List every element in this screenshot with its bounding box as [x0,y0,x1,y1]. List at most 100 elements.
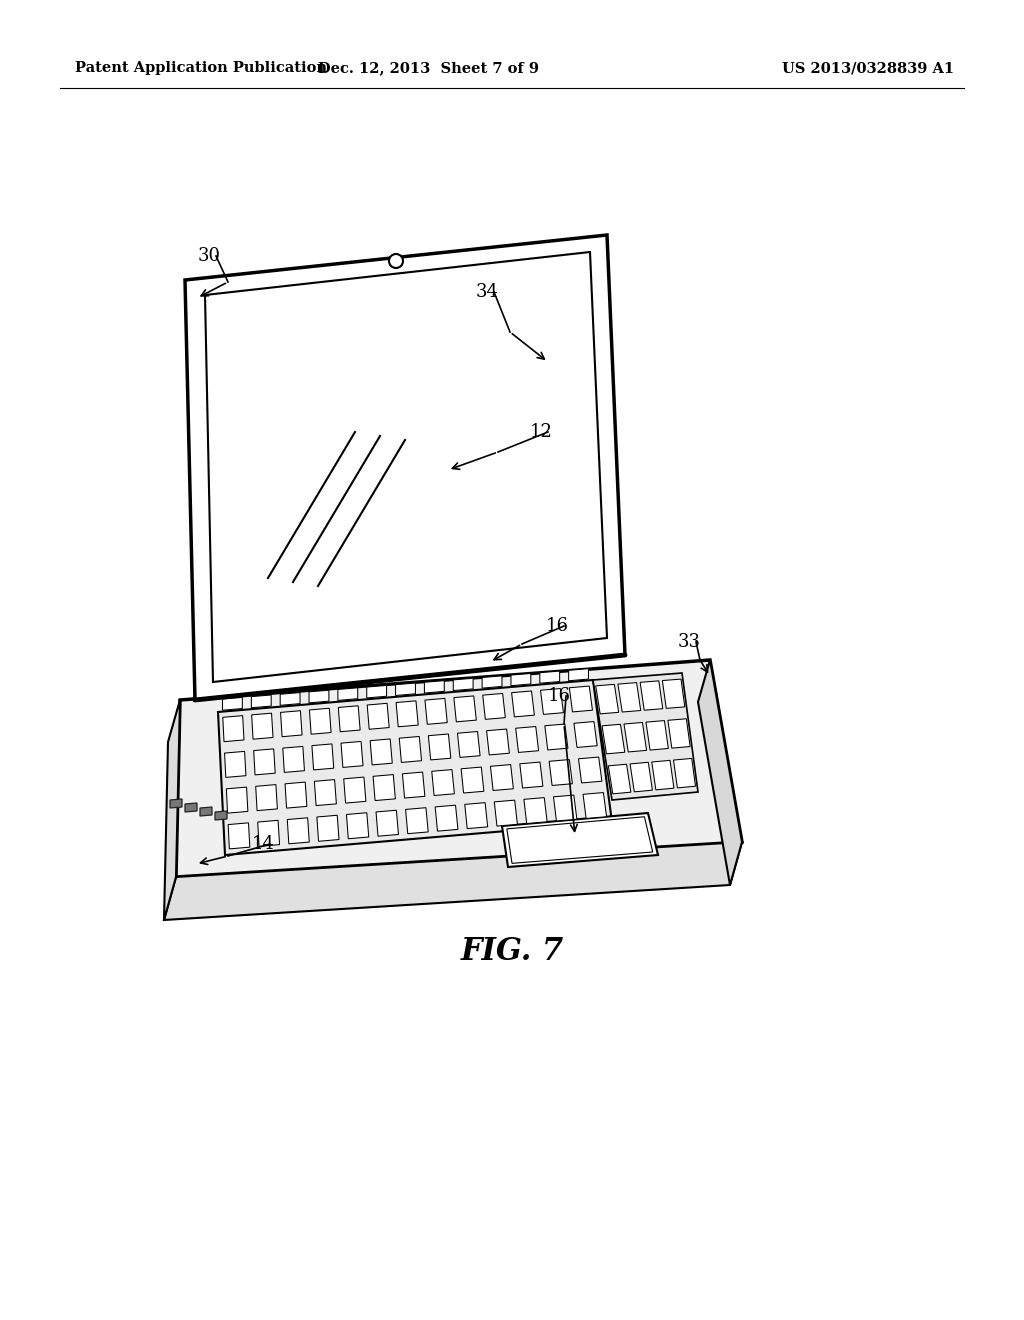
Text: 16: 16 [546,616,569,635]
Polygon shape [251,696,271,708]
Polygon shape [646,721,669,750]
Polygon shape [285,783,307,808]
Polygon shape [309,709,331,734]
Polygon shape [490,764,513,791]
Polygon shape [652,760,674,789]
Polygon shape [258,820,280,846]
Polygon shape [569,686,593,711]
Polygon shape [668,719,690,748]
Polygon shape [176,660,742,876]
Polygon shape [524,797,547,824]
Polygon shape [541,689,563,714]
Polygon shape [454,678,473,690]
Polygon shape [428,734,451,760]
Polygon shape [579,758,602,783]
Text: FIG. 7: FIG. 7 [461,936,563,968]
Circle shape [389,253,403,268]
Polygon shape [185,235,625,700]
Text: US 2013/0328839 A1: US 2013/0328839 A1 [782,61,954,75]
Polygon shape [164,842,742,920]
Polygon shape [368,704,389,729]
Text: 12: 12 [530,422,553,441]
Polygon shape [583,792,606,818]
Polygon shape [205,252,607,682]
Polygon shape [226,787,248,813]
Polygon shape [674,759,695,788]
Polygon shape [512,690,535,717]
Polygon shape [185,803,197,812]
Polygon shape [495,800,517,826]
Text: 14: 14 [252,836,274,853]
Polygon shape [283,746,304,772]
Polygon shape [376,810,398,836]
Polygon shape [461,767,484,793]
Polygon shape [516,726,539,752]
Polygon shape [402,772,425,799]
Polygon shape [215,810,227,820]
Polygon shape [465,803,487,829]
Polygon shape [482,693,505,719]
Polygon shape [511,673,530,685]
Polygon shape [164,700,180,920]
Polygon shape [482,676,502,688]
Text: Patent Application Publication: Patent Application Publication [75,61,327,75]
Polygon shape [406,808,428,834]
Polygon shape [228,822,250,849]
Polygon shape [630,762,652,792]
Polygon shape [170,799,182,808]
Polygon shape [540,671,560,684]
Polygon shape [454,696,476,722]
Polygon shape [312,744,334,770]
Text: 30: 30 [198,247,221,265]
Text: 33: 33 [678,634,701,651]
Polygon shape [288,818,309,843]
Polygon shape [281,710,302,737]
Polygon shape [373,775,395,800]
Polygon shape [663,678,685,709]
Polygon shape [424,681,444,693]
Polygon shape [549,759,572,785]
Polygon shape [593,673,698,800]
Polygon shape [281,693,300,705]
Polygon shape [458,731,480,758]
Polygon shape [338,688,357,701]
Polygon shape [200,807,212,816]
Polygon shape [396,701,418,727]
Polygon shape [399,737,422,763]
Polygon shape [602,725,625,754]
Polygon shape [222,697,243,710]
Polygon shape [432,770,455,796]
Polygon shape [545,725,568,750]
Polygon shape [568,669,589,681]
Polygon shape [435,805,458,832]
Polygon shape [252,713,273,739]
Polygon shape [573,722,597,747]
Polygon shape [502,813,658,867]
Polygon shape [218,680,612,855]
Polygon shape [608,764,631,793]
Polygon shape [596,684,618,714]
Polygon shape [254,748,275,775]
Polygon shape [395,682,416,696]
Polygon shape [617,682,641,711]
Text: Dec. 12, 2013  Sheet 7 of 9: Dec. 12, 2013 Sheet 7 of 9 [317,61,539,75]
Text: 16: 16 [548,686,571,705]
Polygon shape [344,777,366,803]
Polygon shape [338,706,360,731]
Polygon shape [698,660,742,884]
Polygon shape [624,722,646,752]
Polygon shape [341,742,362,767]
Polygon shape [309,690,329,702]
Polygon shape [554,795,577,821]
Polygon shape [346,813,369,838]
Polygon shape [367,685,387,698]
Polygon shape [224,751,246,777]
Polygon shape [314,780,336,805]
Polygon shape [425,698,447,725]
Polygon shape [256,784,278,810]
Polygon shape [370,739,392,764]
Polygon shape [316,816,339,841]
Text: 34: 34 [476,282,499,301]
Polygon shape [640,681,663,710]
Polygon shape [520,762,543,788]
